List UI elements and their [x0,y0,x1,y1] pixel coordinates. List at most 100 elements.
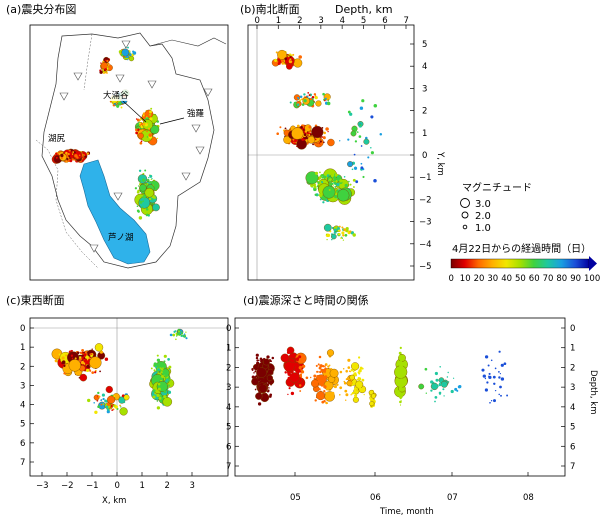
event-dot [489,401,491,404]
hypocenter-dot [153,369,156,372]
hypocenter-dot [163,370,167,374]
tick-label: 2 [297,16,302,26]
event-dot [440,380,448,388]
hypocenter-dot [351,168,354,171]
event-dot [351,391,355,395]
event-dot [400,378,402,380]
epicenter-dot [116,104,120,108]
hypocenter-dot [289,56,292,58]
event-dot [314,399,317,402]
event-dot [353,397,356,401]
event-dot [399,365,402,368]
epicenter-dot [148,113,152,116]
tick-label: 5 [422,40,427,50]
tick-label: 4 [340,16,345,26]
hypocenter-dot [291,127,304,140]
hypocenter-dot [175,338,177,341]
map-epicenters [51,46,160,220]
hypocenter-dot [370,151,374,155]
epicenter-dot [146,213,149,217]
hypocenter-dot [63,364,66,368]
panel-d-plot [251,346,509,408]
event-dot [400,375,403,378]
event-dot [350,378,353,381]
station-triangle [89,244,99,253]
hypocenter-dot [312,143,315,146]
hypocenter-dot [160,371,163,374]
tick-label: 0 [422,151,427,161]
event-dot [399,385,403,389]
event-dot [399,404,402,406]
event-dot [498,376,501,379]
event-dot [328,364,331,367]
event-dot [484,388,488,392]
epicenter-dot [70,154,73,158]
event-dot [446,376,449,378]
event-dot [287,371,291,375]
hypocenter-dot [307,136,316,144]
caldera-outline [41,32,215,269]
hypocenter-dot [98,395,101,398]
hypocenter-dot [300,125,303,129]
tick-label: 1 [20,343,25,353]
tick-label: 4 [226,403,231,413]
colorbar-tick-label: 50 [515,274,526,284]
epicenter-dot [69,159,73,163]
epicenter-dot [106,59,109,63]
colorbar-ticks: 0 10 20 30 40 50 60 70 80 90 100 [449,274,600,284]
event-dot [258,383,268,393]
event-dot [439,366,441,368]
epicenter-dot [144,187,155,198]
hypocenter-dot [349,183,352,186]
hypocenter-dot [333,178,337,182]
epicenter-dot [142,114,145,117]
ew-hypocenters [51,328,188,416]
colorbar-tick-label: 10 [460,274,471,284]
time-colorbar: 4月22日からの経過時間（日） 0 10 20 30 40 50 60 70 80 90 100 [449,242,600,284]
epicenter-dot [139,200,143,204]
event-dot [458,385,462,389]
hypocenter-dot [305,171,319,185]
hypocenter-dot [93,402,95,404]
hypocenter-dot [183,335,186,337]
hypocenter-dot [293,141,295,144]
hypocenter-dot [101,393,105,397]
station-triangle [59,92,69,101]
hypocenter-dot [284,57,288,61]
epicenter-dot [67,152,70,156]
event-dot [255,375,258,378]
hypocenter-dot [64,366,68,370]
station-triangle [195,146,205,155]
event-dot [430,389,433,392]
event-dot [310,379,320,388]
tick-label: 3 [570,383,575,393]
hypocenter-dot [119,401,122,403]
tick-label: −4 [419,240,432,250]
hypocenter-dot [100,399,103,402]
event-dot [325,392,328,395]
hypocenter-dot [99,370,101,373]
hypocenter-dot [83,357,86,360]
event-dot [344,389,348,393]
mag-symbol-1 [462,224,468,230]
event-dot [492,375,496,379]
epicenter-dot [107,66,109,68]
tick-label: 08 [523,493,534,503]
hypocenter-dot [156,400,159,402]
tick-label: 3 [318,16,323,26]
epicenter-dot [135,128,138,132]
epicenter-dot [55,156,58,159]
event-dot [362,389,364,392]
hypocenter-dot [326,233,331,238]
event-dot [310,376,312,379]
hypocenter-dot [99,350,104,354]
tick-label: −1 [86,481,99,491]
event-dot [300,373,302,375]
event-dot [331,393,335,396]
hypocenter-dot [159,372,162,375]
hypocenter-dot [78,377,81,379]
panel-d-title: (d)震源深さと時間の関係 [243,293,369,307]
epicenter-dot [139,141,143,145]
epicenter-dot [150,124,160,135]
event-dot [346,376,350,380]
